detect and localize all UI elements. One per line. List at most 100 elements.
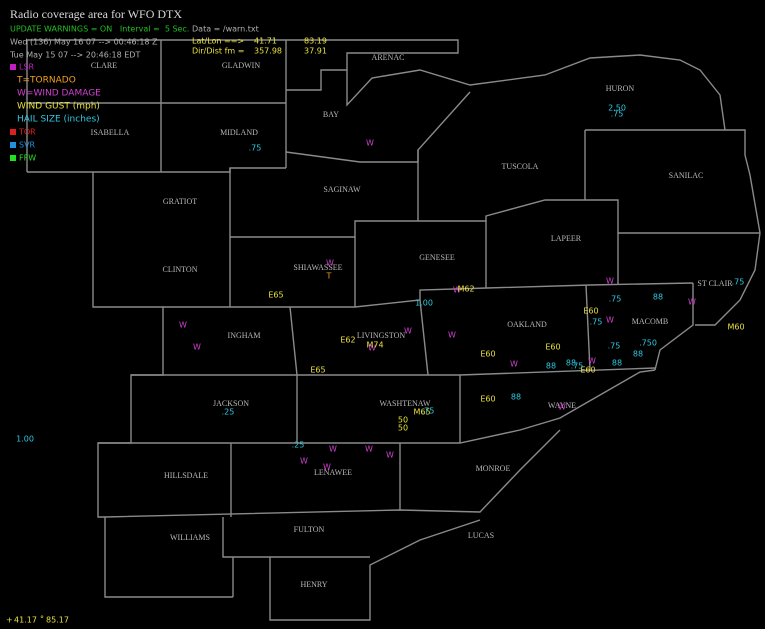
hail-report: 2.50: [608, 104, 626, 113]
legend-wind-gust: WIND GUST (mph): [17, 102, 100, 112]
border: [92, 172, 233, 598]
legend-svr: SVR: [19, 141, 36, 150]
wind-gust-report: E60: [545, 343, 560, 352]
border: [269, 519, 481, 621]
border: [286, 54, 761, 234]
county-label: ARENAC: [372, 53, 405, 62]
county-label: GLADWIN: [222, 61, 260, 70]
wind-damage-report: W: [453, 286, 461, 295]
cursor-lat: 41.17: [14, 616, 37, 625]
county-label: WASHTENAW: [380, 399, 431, 408]
wind-damage-report: W: [179, 321, 187, 330]
county-label: LAPEER: [551, 234, 582, 243]
county-label: MONROE: [476, 464, 511, 473]
wind-gust-report: M74: [366, 341, 383, 350]
local-time: Tue May 15 07 --> 20:46:18 EDT: [9, 51, 140, 60]
wind-damage-report: W: [326, 259, 334, 268]
hail-report: .75: [608, 342, 621, 351]
tor-swatch: [10, 129, 16, 135]
wind-damage-report: W: [588, 357, 596, 366]
hail-report: .75: [732, 278, 745, 287]
wind-gust-report: M62: [457, 285, 474, 294]
county-label: LUCAS: [468, 531, 494, 540]
hail-report: 88: [653, 293, 663, 302]
border: [163, 282, 694, 308]
county-label: TUSCOLA: [502, 162, 539, 171]
dirdist-dist: 37.91: [304, 47, 327, 56]
county-label: SHIAWASSEE: [293, 263, 342, 272]
hail-report: .75: [571, 362, 584, 371]
wind-gust-report: E65: [268, 291, 283, 300]
border: [419, 299, 429, 376]
wind-gust-report: E60: [480, 350, 495, 359]
hail-report: 88: [612, 359, 622, 368]
wind-damage-report: W: [606, 316, 614, 325]
legend: LSR T=TORNADO W=WIND DAMAGE WIND GUST (m…: [10, 63, 101, 163]
hail-report: .75: [249, 144, 262, 153]
county-label: BAY: [323, 110, 339, 119]
wind-damage-report: W: [300, 457, 308, 466]
wind-damage-report: W: [448, 331, 456, 340]
cursor-lon: 85.17: [46, 616, 69, 625]
border: [654, 283, 694, 371]
wind-gust-report: 50: [398, 424, 408, 433]
latlon-lat: 41.71: [254, 37, 277, 46]
legend-tor: TOR: [18, 128, 36, 137]
title: Radio coverage area for WFO DTX: [10, 7, 182, 21]
legend-ffw: FFW: [19, 154, 36, 163]
dirdist-label: Dir/Dist fm =: [192, 47, 244, 56]
latlon-label: Lat/Lon ==>: [192, 37, 244, 46]
data-file: Data = /warn.txt: [192, 25, 259, 34]
county-label: CLARE: [91, 61, 117, 70]
wind-gust-report: M60: [727, 323, 744, 332]
tornado-report: T: [326, 272, 332, 281]
county-label: LENAWEE: [314, 468, 352, 477]
cursor-marker: +: [6, 616, 13, 625]
county-label: HURON: [606, 84, 635, 93]
hail-report: 88: [546, 362, 556, 371]
county-label: OAKLAND: [507, 320, 547, 329]
cursor-deg: °: [40, 615, 44, 624]
county-label: LIVINGSTON: [357, 331, 406, 340]
wind-damage-report: W: [329, 445, 337, 454]
cursor-readout: + 41.17 ° 85.17: [6, 615, 69, 625]
legend-tornado: T=TORNADO: [16, 76, 76, 86]
svr-swatch: [10, 142, 16, 148]
county-label: HENRY: [300, 580, 327, 589]
county-label: CLINTON: [163, 265, 198, 274]
county-label: MIDLAND: [220, 128, 258, 137]
hail-report: 88: [511, 393, 521, 402]
status: UPDATE WARNINGS = ON Interval = 5 Sec.: [10, 25, 189, 34]
wind-gust-report: M65: [413, 408, 430, 417]
wind-gust-report: E60: [583, 307, 598, 316]
wind-damage-report: W: [386, 451, 394, 460]
hail-report: .75: [611, 110, 624, 119]
lsr-swatch: [10, 64, 16, 70]
wind-damage-report: W: [688, 298, 696, 307]
hail-report: 88: [566, 359, 576, 368]
county-label: MACOMB: [632, 317, 668, 326]
wind-damage-report: W: [368, 344, 376, 353]
wind-damage-report: W: [366, 139, 374, 148]
hail-report: 88: [633, 350, 643, 359]
county-label: ISABELLA: [91, 128, 130, 137]
wind-gust-report: E62: [340, 336, 355, 345]
border: [104, 429, 561, 518]
wind-gust-report: E65: [310, 366, 325, 375]
county-label: SANILAC: [669, 171, 704, 180]
county-label: WILLIAMS: [170, 533, 210, 542]
wind-gust-report: E60: [580, 366, 595, 375]
hail-report: .25: [222, 408, 235, 417]
hail-report: .75: [422, 407, 435, 416]
county-label: FULTON: [294, 525, 325, 534]
county-label: INGHAM: [228, 331, 261, 340]
wind-damage-report: W: [193, 343, 201, 352]
wind-damage-report: W: [558, 403, 566, 412]
wind-damage-report: W: [323, 463, 331, 472]
hail-report: 1.00: [16, 435, 34, 444]
county-label: ST CLAIR: [697, 279, 733, 288]
utc-time: Wed (136) May 16 07 --> 00:46:18 Z: [10, 38, 158, 47]
border: [289, 306, 298, 376]
border: [26, 39, 459, 172]
